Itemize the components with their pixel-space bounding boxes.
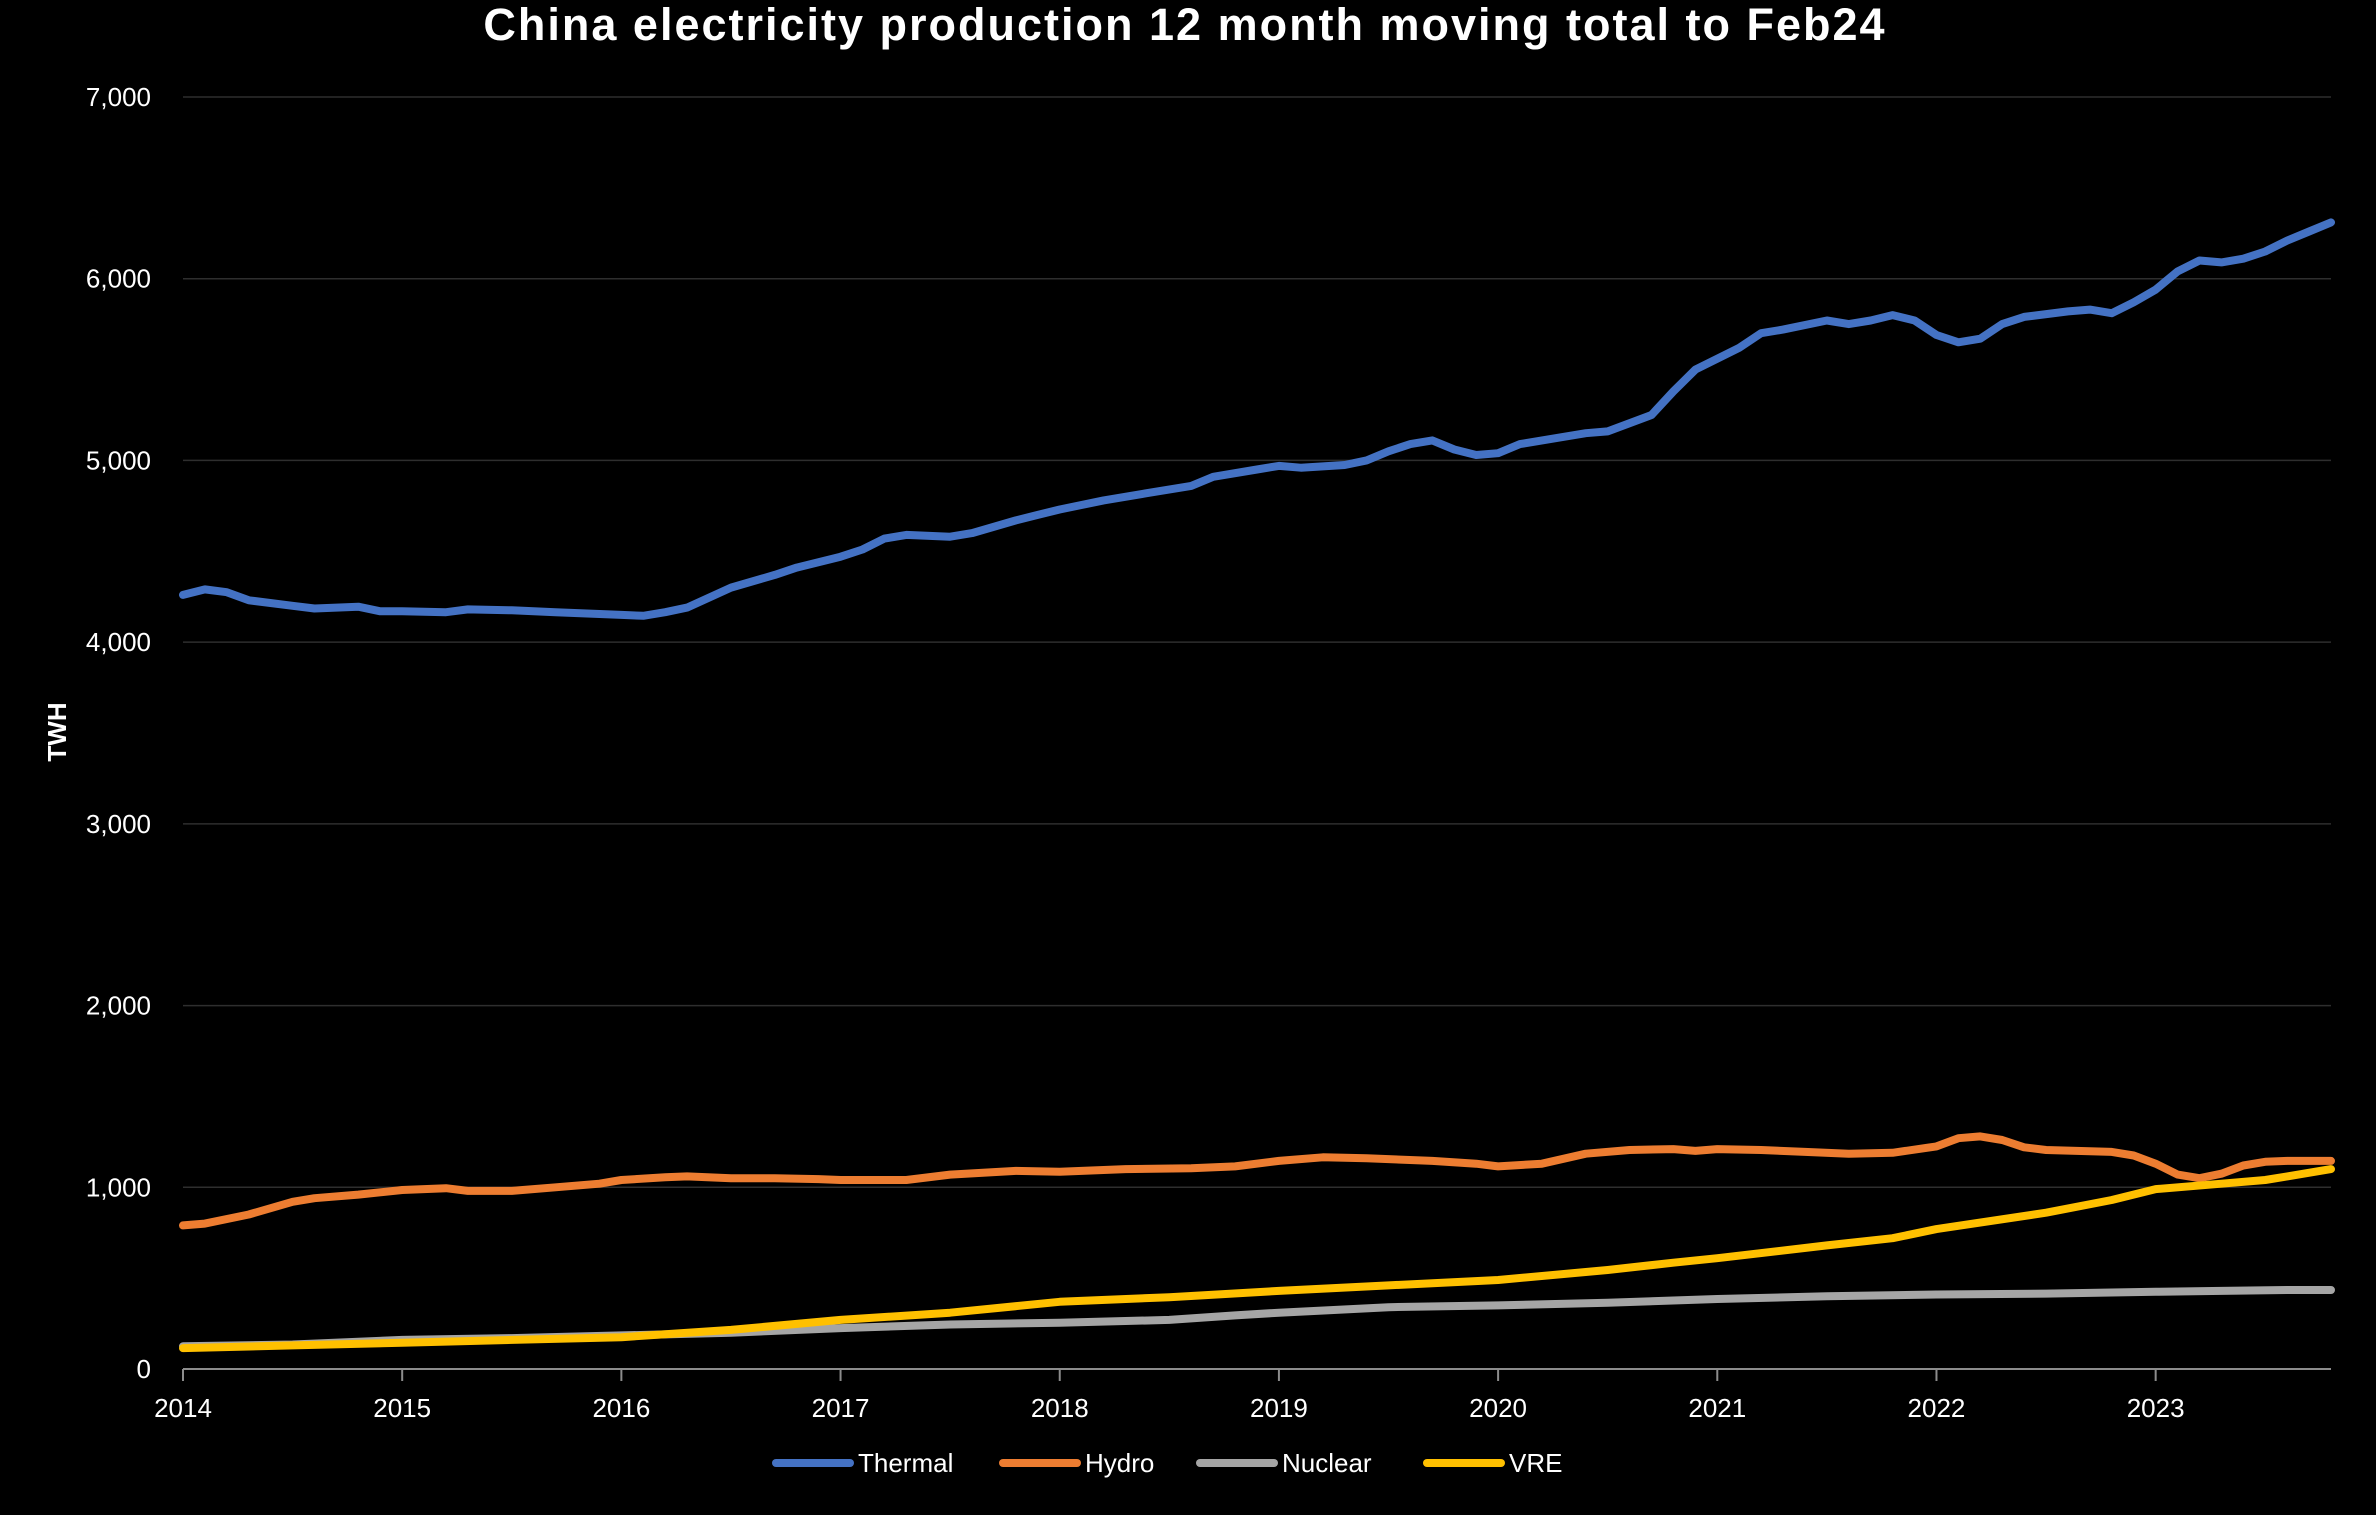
x-tick-label: 2022 [1908, 1393, 1966, 1423]
x-tick-label: 2019 [1250, 1393, 1308, 1423]
y-axis-label: TWH [42, 702, 72, 761]
axes: 0 1,000 2,000 3,000 4,000 5,000 6,000 7,000 2014… [86, 82, 2331, 1423]
y-tick-label: 7,000 [86, 82, 151, 112]
legend-label-nuclear: Nuclear [1282, 1448, 1372, 1478]
series-line-thermal [179, 218, 2335, 620]
x-tick-label: 2020 [1469, 1393, 1527, 1423]
x-tick-label: 2023 [2127, 1393, 2185, 1423]
y-tick-label: 4,000 [86, 627, 151, 657]
y-tick-label: 1,000 [86, 1172, 151, 1202]
gridlines [183, 96, 2331, 1189]
legend-label-vre: VRE [1509, 1448, 1562, 1478]
chart-title: China electricity production 12 month mo… [483, 0, 1886, 50]
x-tick-label: 2017 [812, 1393, 870, 1423]
y-tick-label: 6,000 [86, 264, 151, 294]
series-line-vre [179, 1165, 2335, 1353]
y-tick-label: 5,000 [86, 445, 151, 475]
y-tick-label: 0 [137, 1354, 151, 1384]
x-tick-label: 2015 [373, 1393, 431, 1423]
series-line-hydro [179, 1132, 2335, 1230]
legend: Thermal Hydro Nuclear VRE [772, 1448, 1562, 1478]
x-tick-label: 2014 [154, 1393, 212, 1423]
x-tick-label: 2016 [592, 1393, 650, 1423]
x-tick-label: 2021 [1688, 1393, 1746, 1423]
legend-label-thermal: Thermal [858, 1448, 953, 1478]
y-tick-label: 2,000 [86, 991, 151, 1021]
y-tick-label: 3,000 [86, 809, 151, 839]
series-lines [179, 218, 2335, 1353]
x-tick-label: 2018 [1031, 1393, 1089, 1423]
legend-label-hydro: Hydro [1085, 1448, 1154, 1478]
